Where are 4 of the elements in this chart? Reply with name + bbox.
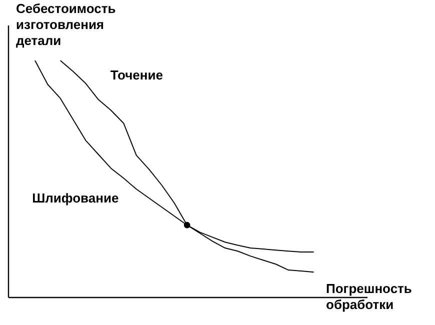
series-label: Шлифование [32, 190, 119, 206]
x-axis-title: Погрешность обработки [326, 281, 412, 312]
series-label: Точение [110, 68, 163, 83]
y-axis-title: Себестоимость изготовления детали [16, 1, 116, 48]
